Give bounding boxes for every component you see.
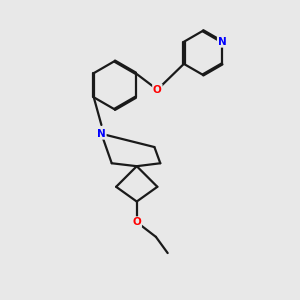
Text: O: O xyxy=(132,217,141,227)
Text: N: N xyxy=(97,129,106,139)
Text: O: O xyxy=(153,85,162,94)
Text: N: N xyxy=(218,37,226,47)
